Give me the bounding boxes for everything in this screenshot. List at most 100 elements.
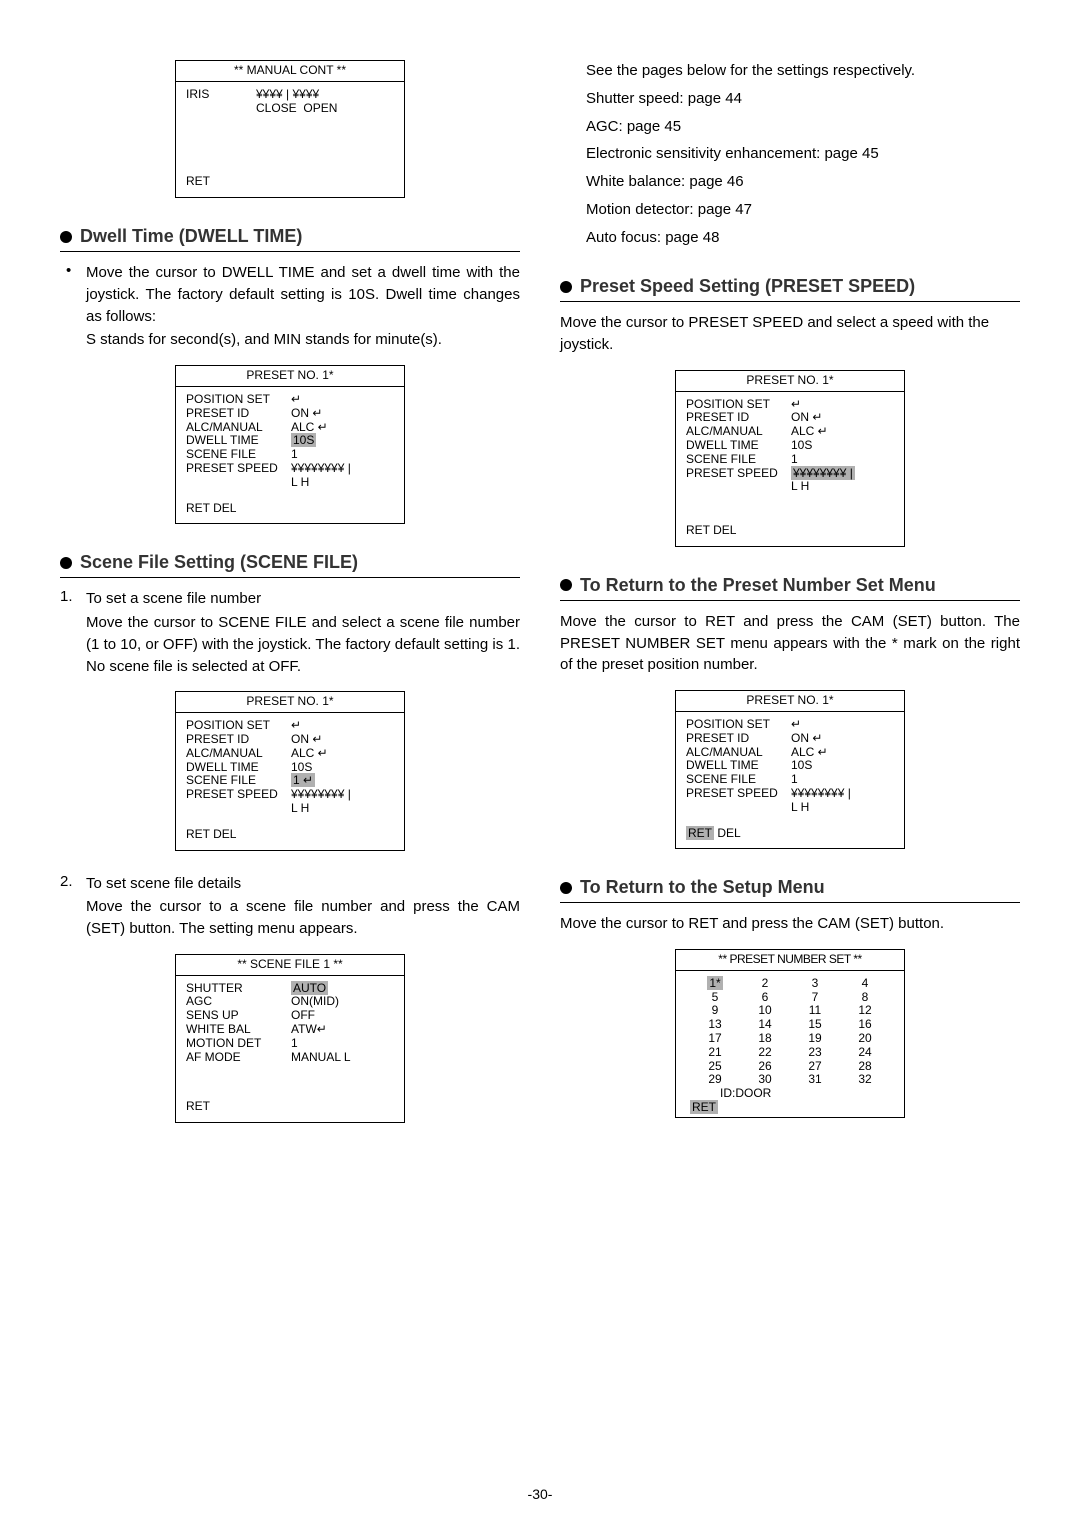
screen-row: DWELL TIME10S	[686, 439, 894, 453]
grid-cell: 20	[840, 1032, 890, 1046]
screen-title: ** SCENE FILE 1 **	[176, 955, 404, 976]
screen-row: SCENE FILE1 ↵	[186, 774, 394, 788]
dwell-p2: S stands for second(s), and MIN stands f…	[86, 329, 520, 351]
refs-l4: White balance: page 46	[586, 171, 1020, 193]
refs-l6: Auto focus: page 48	[586, 227, 1020, 249]
screen-footer: RET DEL	[176, 822, 404, 850]
grid-cell: 19	[790, 1032, 840, 1046]
preset-number-set-screen: ** PRESET NUMBER SET ** 1*23456789101112…	[675, 949, 905, 1118]
grid-cell: 4	[840, 977, 890, 991]
refs-l2: AGC: page 45	[586, 116, 1020, 138]
ret-label: RET	[176, 169, 404, 197]
manual-cont-screen: ** MANUAL CONT ** IRIS ¥¥¥¥ | ¥¥¥¥ CLOSE…	[175, 60, 405, 198]
screen-row: SHUTTERAUTO	[186, 982, 394, 996]
iris-bar: ¥¥¥¥ | ¥¥¥¥	[256, 88, 394, 102]
grid-cell: 18	[740, 1032, 790, 1046]
grid-cell: 14	[740, 1018, 790, 1032]
return-setup-p: Move the cursor to RET and press the CAM…	[560, 913, 1020, 935]
screen-row: SCENE FILE1	[686, 453, 894, 467]
grid-cell: 23	[790, 1046, 840, 1060]
screen-footer: RET DEL	[676, 821, 904, 849]
id-label: ID:DOOR	[690, 1087, 890, 1101]
screen-row: DWELL TIME10S	[186, 434, 394, 448]
screen-row: ALC/MANUALALC ↵	[186, 421, 394, 435]
screen-row: PRESET IDON ↵	[186, 407, 394, 421]
screen-row: SCENE FILE1	[686, 773, 894, 787]
screen-footer: RET DEL	[176, 496, 404, 524]
grid-cell: 10	[740, 1004, 790, 1018]
dwell-p1: Move the cursor to DWELL TIME and set a …	[86, 262, 520, 327]
screen-row: DWELL TIME10S	[686, 759, 894, 773]
open-label: OPEN	[303, 101, 337, 115]
preset-speed-screen: PRESET NO. 1* POSITION SET↵PRESET IDON ↵…	[675, 370, 905, 547]
grid-cell: 12	[840, 1004, 890, 1018]
screen-row: ALC/MANUALALC ↵	[686, 425, 894, 439]
screen-row: PRESET SPEED¥¥¥¥¥¥¥¥ |	[686, 787, 894, 801]
grid-cell: 32	[840, 1073, 890, 1087]
return-setup-heading: To Return to the Setup Menu	[560, 877, 1020, 903]
preset-screen-1: PRESET NO. 1* POSITION SET↵PRESET IDON ↵…	[175, 365, 405, 524]
dwell-time-heading: Dwell Time (DWELL TIME)	[60, 226, 520, 252]
preset-screen-2: PRESET NO. 1* POSITION SET↵PRESET IDON ↵…	[175, 691, 405, 850]
screen-row: SENS UPOFF	[186, 1009, 394, 1023]
preset-speed-p: Move the cursor to PRESET SPEED and sele…	[560, 312, 1020, 356]
grid-cell: 16	[840, 1018, 890, 1032]
ret-label: RET	[690, 1100, 718, 1114]
screen-row: POSITION SET↵	[186, 393, 394, 407]
screen-row: POSITION SET↵	[186, 719, 394, 733]
item-number: 2.	[60, 873, 86, 895]
item-number: 1.	[60, 588, 86, 610]
preset-speed-heading: Preset Speed Setting (PRESET SPEED)	[560, 276, 1020, 302]
grid-cell: 28	[840, 1060, 890, 1074]
item1-p: Move the cursor to SCENE FILE and select…	[86, 612, 520, 677]
item2-p: Move the cursor to a scene file number a…	[86, 896, 520, 940]
grid-cell: 17	[690, 1032, 740, 1046]
grid-cell: 6	[740, 991, 790, 1005]
grid-cell: 25	[690, 1060, 740, 1074]
screen-footer: RET DEL	[676, 518, 904, 546]
refs-l3: Electronic sensitivity enhancement: page…	[586, 143, 1020, 165]
screen-title: PRESET NO. 1*	[676, 371, 904, 392]
return-preset-p: Move the cursor to RET and press the CAM…	[560, 611, 1020, 676]
screen-title: PRESET NO. 1*	[176, 692, 404, 713]
right-column: See the pages below for the settings res…	[560, 60, 1020, 1131]
grid-cell: 24	[840, 1046, 890, 1060]
screen-row: AF MODEMANUAL L	[186, 1051, 394, 1065]
grid-cell: 29	[690, 1073, 740, 1087]
bullet-icon	[60, 557, 72, 569]
screen-row: MOTION DET1	[186, 1037, 394, 1051]
screen-row: PRESET IDON ↵	[686, 732, 894, 746]
grid-cell: 26	[740, 1060, 790, 1074]
grid-cell: 8	[840, 991, 890, 1005]
screen-row: ALC/MANUALALC ↵	[686, 746, 894, 760]
refs-intro: See the pages below for the settings res…	[586, 60, 1020, 82]
grid-cell: 13	[690, 1018, 740, 1032]
bullet: •	[60, 262, 86, 327]
screen-row: POSITION SET↵	[686, 718, 894, 732]
grid-cell: 30	[740, 1073, 790, 1087]
return-preset-screen: PRESET NO. 1* POSITION SET↵PRESET IDON ↵…	[675, 690, 905, 849]
grid-cell: 27	[790, 1060, 840, 1074]
grid-cell: 7	[790, 991, 840, 1005]
grid-cell: 9	[690, 1004, 740, 1018]
bullet-icon	[560, 281, 572, 293]
screen-row: PRESET SPEED¥¥¥¥¥¥¥¥ |	[686, 467, 894, 481]
left-column: ** MANUAL CONT ** IRIS ¥¥¥¥ | ¥¥¥¥ CLOSE…	[60, 60, 520, 1131]
grid-cell: 5	[690, 991, 740, 1005]
bullet-icon	[560, 579, 572, 591]
item-title: To set a scene file number	[86, 588, 520, 610]
screen-row: PRESET IDON ↵	[186, 733, 394, 747]
grid-cell: 21	[690, 1046, 740, 1060]
screen-row: DWELL TIME10S	[186, 761, 394, 775]
bullet-icon	[560, 882, 572, 894]
return-preset-heading: To Return to the Preset Number Set Menu	[560, 575, 1020, 601]
refs-l5: Motion detector: page 47	[586, 199, 1020, 221]
grid-cell: 11	[790, 1004, 840, 1018]
screen-footer: RET	[176, 1094, 404, 1122]
screen-row: AGCON(MID)	[186, 995, 394, 1009]
iris-label: IRIS	[186, 88, 256, 116]
screen-row: ALC/MANUALALC ↵	[186, 747, 394, 761]
refs-l1: Shutter speed: page 44	[586, 88, 1020, 110]
close-label: CLOSE	[256, 101, 297, 115]
item-title: To set scene file details	[86, 873, 520, 895]
